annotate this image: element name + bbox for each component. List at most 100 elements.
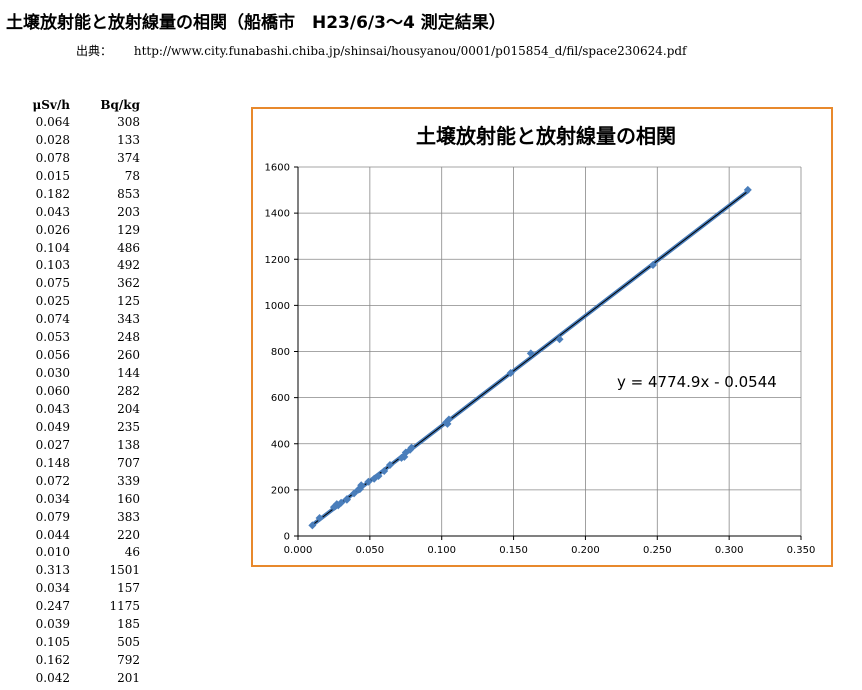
cell-usvh: 0.053: [35, 330, 70, 345]
cell-usvh: 0.072: [35, 473, 70, 488]
cell-usvh: 0.025: [35, 294, 70, 309]
table-row: 0.015 78: [14, 167, 140, 185]
cell-bqkg: 362: [117, 276, 140, 291]
data-point: [374, 472, 383, 481]
data-point: [385, 460, 394, 469]
x-tick-label: 0.050: [356, 545, 385, 556]
cell-bqkg: 185: [117, 617, 140, 632]
x-tick-label: 0.250: [643, 545, 672, 556]
cell-usvh: 0.103: [35, 258, 70, 273]
table-row: 0.247 1175: [14, 597, 140, 615]
cell-usvh: 0.060: [35, 384, 70, 399]
data-point: [342, 495, 351, 504]
y-tick-label: 1200: [265, 255, 290, 266]
table-row: 0.074 343: [14, 310, 140, 328]
cell-usvh: 0.026: [35, 222, 70, 237]
cell-usvh: 0.064: [35, 114, 70, 129]
axes: [294, 166, 802, 540]
y-tick-label: 1000: [265, 301, 290, 312]
cell-bqkg: 160: [117, 491, 140, 506]
column-header-usvh: μSv/h: [32, 97, 70, 112]
x-tick-label: 0.200: [571, 545, 600, 556]
cell-usvh: 0.039: [35, 617, 70, 632]
data-point: [332, 500, 341, 509]
cell-bqkg: 343: [117, 312, 140, 327]
y-tick-label: 800: [271, 347, 290, 358]
table-row: 0.056 260: [14, 346, 140, 364]
cell-usvh: 0.028: [35, 132, 70, 147]
data-point: [364, 477, 373, 486]
cell-bqkg: 374: [117, 150, 140, 165]
data-point: [370, 474, 379, 483]
data-point: [329, 503, 338, 512]
y-tick-label: 600: [271, 393, 290, 404]
cell-bqkg: 492: [117, 258, 140, 273]
table-row: 0.034 157: [14, 579, 140, 597]
cell-bqkg: 792: [117, 653, 140, 668]
cell-bqkg: 505: [117, 635, 140, 650]
cell-usvh: 0.078: [35, 150, 70, 165]
data-point: [743, 185, 752, 194]
scatter-chart: 土壌放射能と放射線量の相関 0.000 0.050 0.100 0.150 0.200 0…: [265, 124, 816, 557]
table-row: 0.162 792: [14, 651, 140, 669]
x-tick-label: 0.000: [284, 545, 313, 556]
column-header-bqkg: Bq/kg: [100, 97, 140, 112]
data-point: [380, 466, 389, 475]
data-point: [315, 514, 324, 523]
cell-usvh: 0.034: [35, 491, 70, 506]
cell-usvh: 0.030: [35, 366, 70, 381]
table-row: 0.025 125: [14, 292, 140, 310]
cell-bqkg: 157: [117, 581, 140, 596]
data-point: [526, 349, 535, 358]
data-point: [407, 443, 416, 452]
cell-usvh: 0.043: [35, 401, 70, 416]
table-body: 0.064 308 0.028 133 0.078 374 0.015 78 0.182 853 0…: [14, 113, 140, 687]
y-tick-label: 400: [271, 439, 290, 450]
table-row: 0.043 203: [14, 203, 140, 221]
cell-usvh: 0.049: [35, 419, 70, 434]
cell-bqkg: 339: [117, 473, 140, 488]
table-row: 0.027 138: [14, 436, 140, 454]
data-point: [308, 521, 317, 530]
cell-usvh: 0.043: [35, 204, 70, 219]
data-point: [401, 448, 410, 457]
data-point: [506, 368, 515, 377]
table-row: 0.044 220: [14, 526, 140, 544]
cell-bqkg: 220: [117, 527, 140, 542]
table-row: 0.030 144: [14, 364, 140, 382]
cell-bqkg: 46: [124, 545, 140, 560]
cell-usvh: 0.075: [35, 276, 70, 291]
cell-usvh: 0.027: [35, 437, 70, 452]
cell-bqkg: 144: [117, 366, 140, 381]
tick-labels: 0.000 0.050 0.100 0.150 0.200 0.250 0.300 0.350…: [265, 163, 816, 557]
source-url[interactable]: http://www.city.funabashi.chiba.jp/shins…: [133, 44, 687, 58]
cell-usvh: 0.182: [35, 186, 70, 201]
data-point: [444, 415, 453, 424]
y-tick-label: 1600: [265, 163, 290, 174]
cell-bqkg: 129: [117, 222, 140, 237]
page-title: 土壌放射能と放射線量の相関（船橋市 H23/6/3～4 測定結果）: [6, 13, 506, 33]
cell-bqkg: 383: [117, 509, 140, 524]
cell-usvh: 0.042: [35, 671, 70, 686]
x-tick-label: 0.300: [715, 545, 744, 556]
table-row: 0.064 308: [14, 113, 140, 131]
cell-usvh: 0.079: [35, 509, 70, 524]
table-row: 0.026 129: [14, 221, 140, 239]
table-row: 0.079 383: [14, 508, 140, 526]
y-tick-label: 1400: [265, 209, 290, 220]
cell-bqkg: 235: [117, 419, 140, 434]
cell-bqkg: 853: [117, 186, 140, 201]
x-tick-label: 0.100: [427, 545, 456, 556]
cell-bqkg: 1175: [109, 599, 140, 614]
chart-title: 土壌放射能と放射線量の相関: [416, 124, 676, 148]
table-row: 0.010 46: [14, 544, 140, 562]
cell-bqkg: 78: [124, 168, 140, 183]
cell-bqkg: 260: [117, 348, 140, 363]
cell-bqkg: 125: [117, 294, 140, 309]
data-point: [555, 335, 564, 344]
table-row: 0.072 339: [14, 472, 140, 490]
cell-bqkg: 707: [117, 455, 140, 470]
source-label: 出典：: [76, 44, 113, 58]
table-row: 0.313 1501: [14, 561, 140, 579]
data-point: [354, 485, 363, 494]
